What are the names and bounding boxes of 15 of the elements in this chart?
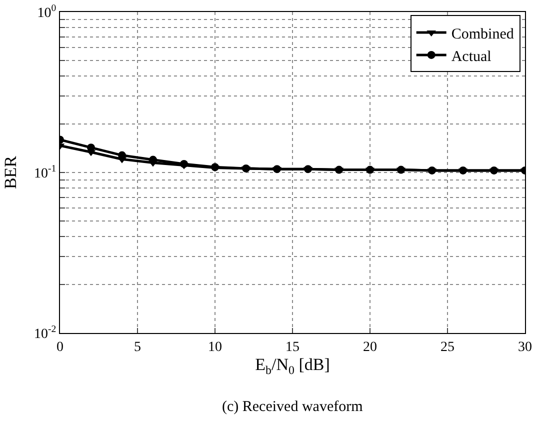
- x-tick-label: 5: [134, 340, 141, 355]
- x-tick-label: 10: [208, 340, 222, 355]
- x-tick-label: 30: [518, 340, 532, 355]
- y-axis-title: BER: [1, 155, 20, 190]
- x-tick-label: 0: [56, 340, 64, 355]
- x-tick-label: 15: [286, 340, 300, 355]
- x-tick-label: 20: [363, 340, 377, 355]
- y-tick-label: 10$^{0}$: [37, 3, 56, 21]
- x-tick-label: 25: [440, 340, 454, 355]
- x-axis-title: E$_{b}$/N$_{0}$ [dB]: [255, 355, 330, 377]
- text: (c) Received waveform: [222, 399, 364, 415]
- y-tick-label: 10$^{-2}$: [34, 324, 56, 342]
- y-tick-label: 10$^{-1}$: [34, 164, 56, 182]
- legend-label: Actual: [451, 48, 492, 65]
- legend-label: Combined: [451, 26, 514, 42]
